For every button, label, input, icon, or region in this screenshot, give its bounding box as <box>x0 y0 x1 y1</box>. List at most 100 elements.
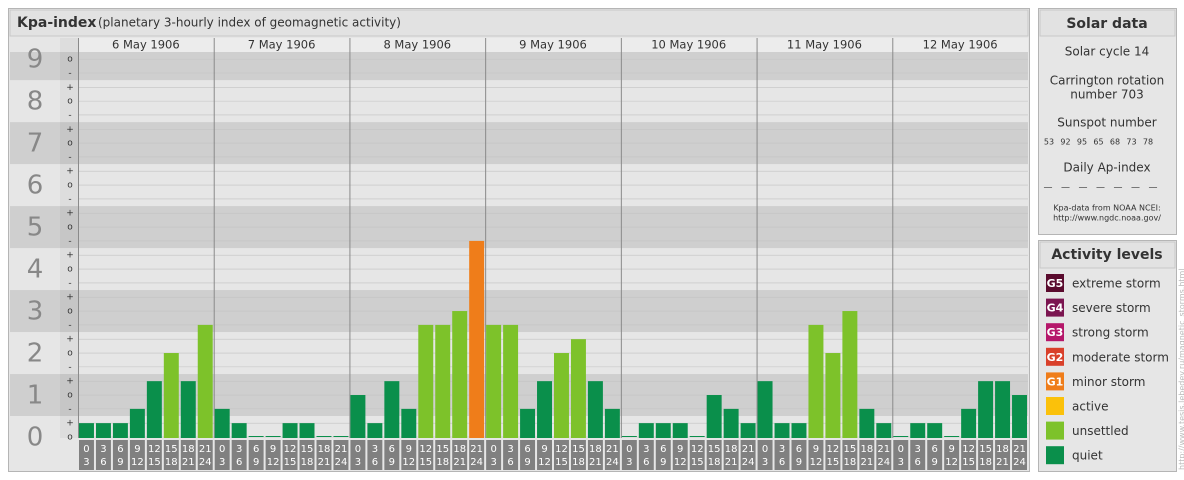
date-label: 9 May 1906 <box>519 38 587 52</box>
level-swatch <box>1046 347 1064 366</box>
minor-tick-label: + <box>66 83 74 93</box>
hour-end: 3 <box>219 457 225 468</box>
hour-cell <box>384 440 400 470</box>
hour-end: 21 <box>589 457 602 468</box>
hour-start: 15 <box>708 444 721 455</box>
hour-end: 18 <box>301 457 314 468</box>
hour-start: 15 <box>844 444 857 455</box>
hour-end: 6 <box>779 457 785 468</box>
hour-start: 12 <box>962 444 975 455</box>
kp-bar <box>180 381 196 438</box>
kp-bar <box>469 240 485 438</box>
y-tick-label: 6 <box>27 171 44 201</box>
kp-bar <box>621 436 637 437</box>
kp-bar <box>112 423 128 438</box>
minor-tick-label: - <box>68 236 71 246</box>
hour-cell <box>401 440 417 470</box>
hour-start: 6 <box>932 444 938 455</box>
hour-start: 18 <box>860 444 873 455</box>
minor-tick-label: o <box>67 181 73 191</box>
hour-cell <box>927 440 943 470</box>
hour-end: 3 <box>626 457 632 468</box>
hour-cell <box>112 440 128 470</box>
hour-end: 15 <box>419 457 432 468</box>
hour-start: 9 <box>270 444 276 455</box>
hour-end: 9 <box>796 457 802 468</box>
kp-bar <box>163 353 179 438</box>
hour-end: 6 <box>236 457 242 468</box>
level-swatch <box>1046 372 1064 391</box>
level-badge: G2 <box>1047 351 1064 364</box>
carrington: Carrington rotation <box>1050 74 1164 88</box>
kp-bar <box>554 353 569 438</box>
hour-start: 3 <box>100 444 106 455</box>
y-tick-label: 5 <box>27 213 44 243</box>
hour-cell <box>265 440 281 470</box>
minor-tick-label: o <box>67 139 73 149</box>
level-badge: G1 <box>1047 375 1064 388</box>
kp-bar <box>333 436 349 437</box>
title-bar <box>9 9 1029 37</box>
hour-cell <box>961 440 977 470</box>
minor-tick-label: - <box>68 152 71 162</box>
kp-bar <box>384 381 400 438</box>
hour-end: 12 <box>402 457 415 468</box>
hour-start: 21 <box>470 444 483 455</box>
y-tick-label: 3 <box>27 297 44 327</box>
hour-cell <box>180 440 196 470</box>
subtitle: (planetary 3-hourly index of geomagnetic… <box>98 16 401 30</box>
hour-start: 12 <box>691 444 704 455</box>
hour-end: 18 <box>436 457 449 468</box>
level-badge: G3 <box>1047 326 1064 339</box>
hour-end: 15 <box>555 457 568 468</box>
minor-tick-label: + <box>66 377 74 387</box>
level-swatch <box>1046 397 1064 415</box>
kp-bar <box>1012 395 1027 438</box>
level-label: minor storm <box>1072 375 1145 389</box>
kp-bar <box>79 423 94 438</box>
watermark: http://www.tesis.lebedev.ru/magnetic_sto… <box>1178 268 1184 470</box>
kp-bar <box>265 436 281 437</box>
hour-start: 12 <box>148 444 161 455</box>
hour-end: 24 <box>877 457 890 468</box>
kp-bar <box>893 436 909 437</box>
hour-start: 15 <box>436 444 449 455</box>
y-tick-label: 1 <box>27 381 44 411</box>
hour-cell <box>604 440 620 470</box>
minor-tick-label: o <box>67 265 73 275</box>
hour-start: 9 <box>406 444 412 455</box>
hour-cell <box>774 440 790 470</box>
hour-start: 18 <box>589 444 602 455</box>
hour-start: 18 <box>996 444 1009 455</box>
hour-cell <box>452 440 468 470</box>
hour-start: 6 <box>524 444 530 455</box>
hour-start: 9 <box>948 444 954 455</box>
hour-end: 24 <box>1013 457 1026 468</box>
hour-end: 6 <box>643 457 649 468</box>
date-header <box>78 38 1028 52</box>
kp-bar <box>927 423 943 438</box>
date-label: 10 May 1906 <box>651 38 726 52</box>
ap-value: — <box>1061 183 1070 193</box>
kp-bar <box>282 423 298 438</box>
minor-tick-label: - <box>68 68 71 78</box>
hour-start: 9 <box>813 444 819 455</box>
hour-cell <box>757 440 773 470</box>
hour-cell <box>876 440 892 470</box>
sunspot-number: 92 <box>1060 138 1070 147</box>
hour-end: 6 <box>372 457 378 468</box>
minor-tick-label: o <box>67 55 73 65</box>
kp-bar <box>757 381 773 438</box>
hour-end: 12 <box>945 457 958 468</box>
minor-tick-label: + <box>66 125 74 135</box>
hour-start: 0 <box>626 444 632 455</box>
hour-start: 6 <box>796 444 802 455</box>
kp-bar <box>418 324 434 438</box>
hour-start: 15 <box>301 444 314 455</box>
hour-start: 9 <box>134 444 140 455</box>
hour-start: 21 <box>335 444 348 455</box>
hour-cell <box>1012 440 1027 470</box>
minor-tick-label: + <box>66 167 74 177</box>
hour-cell <box>944 440 960 470</box>
hour-end: 15 <box>691 457 704 468</box>
